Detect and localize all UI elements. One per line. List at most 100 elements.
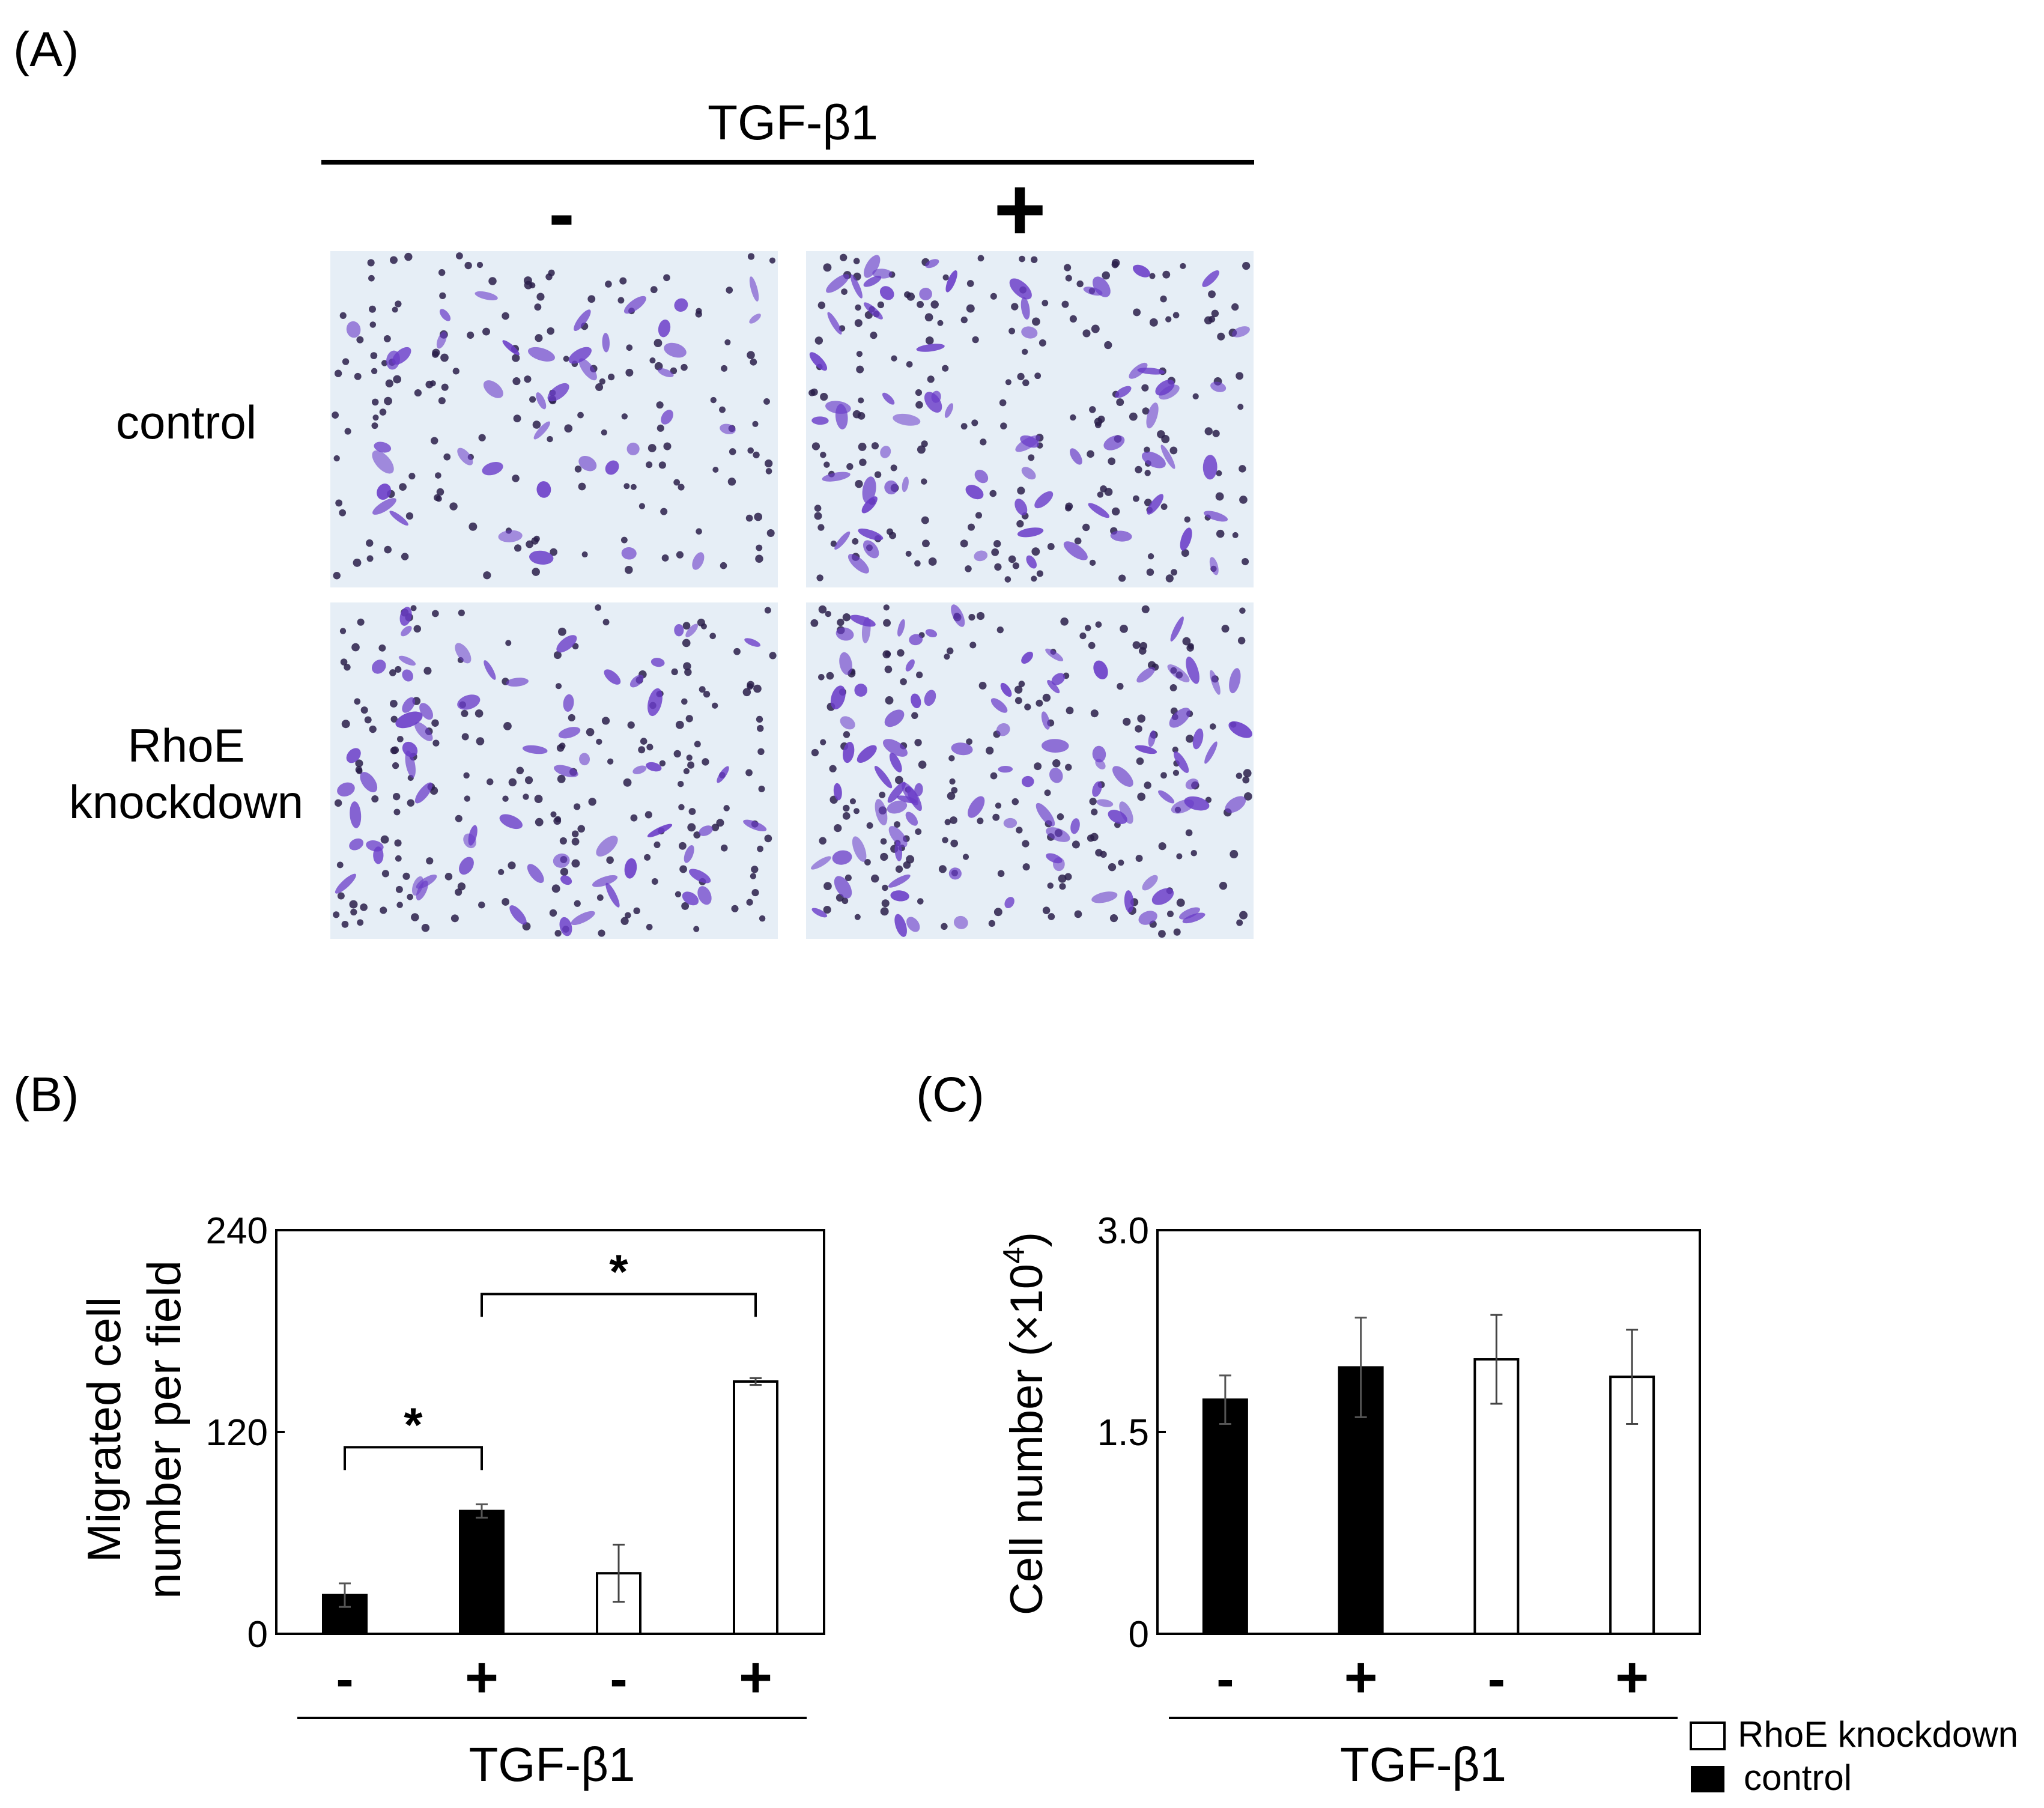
pore <box>370 352 378 359</box>
stained-cell <box>346 321 361 338</box>
stained-cell <box>893 413 921 426</box>
stained-cell <box>592 875 618 887</box>
pore <box>1091 324 1100 333</box>
stained-cell <box>811 856 831 870</box>
micrograph-grid <box>330 251 1254 939</box>
stained-cell <box>468 825 478 846</box>
pore <box>1232 532 1239 538</box>
pore <box>1160 772 1167 779</box>
pore <box>660 508 668 515</box>
pore <box>819 837 826 845</box>
row-knockdown-label-2: knockdown <box>69 775 303 828</box>
stained-cell <box>372 498 396 515</box>
stained-cell <box>455 643 472 664</box>
pore <box>874 471 882 478</box>
pore <box>1089 798 1097 805</box>
stained-cell <box>916 344 945 352</box>
stained-cell <box>1202 455 1218 480</box>
pore <box>625 368 634 377</box>
stained-cell <box>484 660 496 680</box>
stained-cell <box>919 288 932 300</box>
chart-c-ylabel: Cell number (×104) <box>997 1232 1052 1615</box>
stained-cell <box>743 819 767 831</box>
pore <box>436 488 444 496</box>
stained-cell <box>1045 648 1064 662</box>
pore <box>1091 808 1098 816</box>
pore <box>356 336 364 344</box>
pore <box>1088 642 1096 649</box>
pore <box>391 746 399 754</box>
pore <box>1165 316 1172 323</box>
pore <box>625 565 633 574</box>
pore <box>712 466 719 473</box>
pore <box>1042 906 1051 914</box>
pore <box>750 873 757 879</box>
stained-cell <box>1129 362 1148 379</box>
pore <box>834 824 842 833</box>
pore <box>549 909 557 917</box>
pore <box>340 658 348 666</box>
pore <box>661 554 669 562</box>
pore <box>814 505 822 512</box>
pore <box>623 483 630 490</box>
stained-cell <box>879 286 894 300</box>
pore <box>930 300 939 309</box>
row-control-label: control <box>116 396 256 449</box>
stained-cell <box>1228 721 1252 738</box>
pore <box>986 746 994 755</box>
stained-cell <box>925 259 939 268</box>
pore <box>942 365 949 372</box>
stained-cell <box>685 623 699 637</box>
pore <box>441 383 449 391</box>
pore <box>467 331 475 339</box>
chart-c-ylabel-close: ) <box>1001 1232 1052 1247</box>
pore <box>1239 465 1246 473</box>
pore <box>900 678 907 685</box>
pore <box>871 442 879 450</box>
stained-cell <box>1119 801 1133 824</box>
pore <box>1186 735 1194 743</box>
stained-cell <box>574 309 591 332</box>
stained-cell <box>350 801 362 828</box>
stained-cell <box>483 380 503 398</box>
pore <box>877 301 885 309</box>
pore <box>1243 792 1252 801</box>
stained-cell <box>482 462 503 476</box>
pore <box>992 813 1000 821</box>
pore <box>885 651 891 657</box>
col-minus-label: - <box>548 169 574 257</box>
stained-cell <box>556 635 577 653</box>
pore <box>449 502 458 511</box>
pore <box>434 494 441 502</box>
pore <box>371 398 379 406</box>
pore <box>440 353 449 362</box>
stained-cell <box>346 748 361 763</box>
pore <box>879 791 886 798</box>
pore <box>745 514 753 522</box>
stained-cell <box>811 416 829 425</box>
pore <box>587 295 596 303</box>
stained-cell <box>553 853 570 868</box>
stained-cell <box>1170 616 1184 642</box>
pore <box>464 261 472 270</box>
pore <box>602 619 610 626</box>
pore <box>917 898 924 905</box>
pore <box>823 905 831 914</box>
pore <box>673 479 681 486</box>
pore <box>1137 714 1146 723</box>
chart-c-xtick-label: - <box>1488 1649 1505 1708</box>
pore <box>475 709 484 718</box>
pore <box>369 305 376 313</box>
stained-cell <box>651 658 665 667</box>
pore <box>1044 789 1051 796</box>
pore <box>733 648 741 655</box>
pore <box>1146 568 1154 576</box>
stained-cell <box>335 873 356 894</box>
pore <box>966 280 974 287</box>
pore <box>1166 910 1174 918</box>
micrograph-background <box>330 251 778 587</box>
stained-cell <box>529 550 554 565</box>
pore <box>1173 928 1181 936</box>
pore <box>1149 318 1158 327</box>
pore <box>1005 379 1011 386</box>
